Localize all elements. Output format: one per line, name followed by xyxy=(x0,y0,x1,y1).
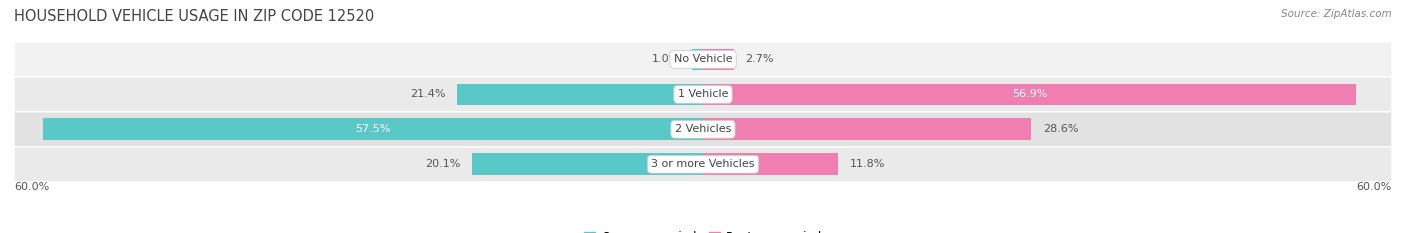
FancyBboxPatch shape xyxy=(14,77,1392,112)
Bar xyxy=(703,118,1032,140)
Bar xyxy=(703,154,838,175)
Bar xyxy=(457,84,703,105)
Text: Source: ZipAtlas.com: Source: ZipAtlas.com xyxy=(1281,9,1392,19)
FancyBboxPatch shape xyxy=(14,42,1392,77)
Text: 57.5%: 57.5% xyxy=(356,124,391,134)
Bar xyxy=(472,154,703,175)
Bar xyxy=(692,49,703,70)
FancyBboxPatch shape xyxy=(14,112,1392,147)
Legend: Owner-occupied, Renter-occupied: Owner-occupied, Renter-occupied xyxy=(579,226,827,233)
Text: 21.4%: 21.4% xyxy=(411,89,446,99)
Text: 11.8%: 11.8% xyxy=(851,159,886,169)
Text: 60.0%: 60.0% xyxy=(1357,182,1392,192)
Text: 28.6%: 28.6% xyxy=(1043,124,1078,134)
Text: 20.1%: 20.1% xyxy=(426,159,461,169)
Bar xyxy=(703,84,1357,105)
Text: 60.0%: 60.0% xyxy=(14,182,49,192)
Text: 2.7%: 2.7% xyxy=(745,55,773,64)
Bar xyxy=(703,49,734,70)
Text: 1.0%: 1.0% xyxy=(652,55,681,64)
Text: 1 Vehicle: 1 Vehicle xyxy=(678,89,728,99)
FancyBboxPatch shape xyxy=(14,147,1392,182)
Text: No Vehicle: No Vehicle xyxy=(673,55,733,64)
Bar xyxy=(42,118,703,140)
Text: 56.9%: 56.9% xyxy=(1012,89,1047,99)
Text: 2 Vehicles: 2 Vehicles xyxy=(675,124,731,134)
Text: HOUSEHOLD VEHICLE USAGE IN ZIP CODE 12520: HOUSEHOLD VEHICLE USAGE IN ZIP CODE 1252… xyxy=(14,9,374,24)
Text: 3 or more Vehicles: 3 or more Vehicles xyxy=(651,159,755,169)
